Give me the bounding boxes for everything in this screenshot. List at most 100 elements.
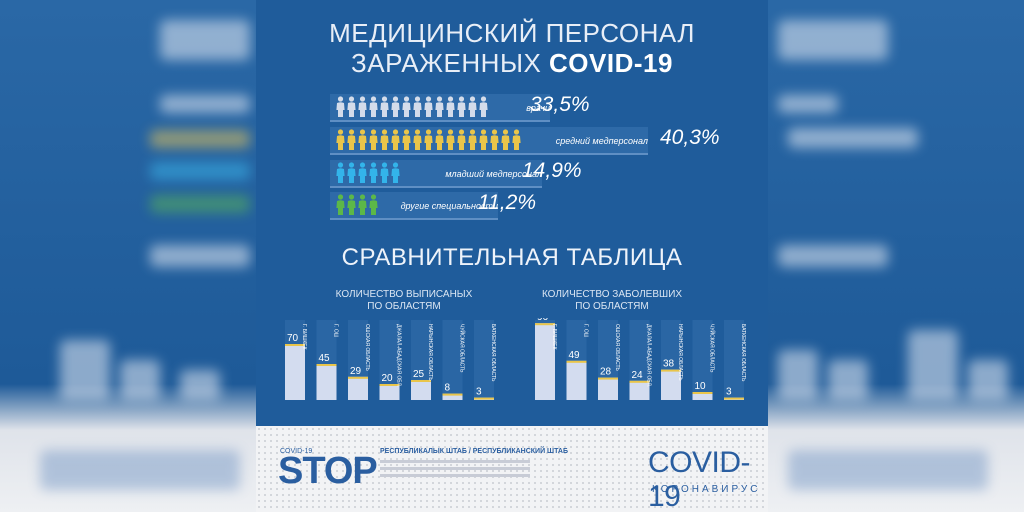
- person-icon: [501, 129, 510, 150]
- stop-logo-text: STOP: [278, 450, 378, 492]
- hq-text-lines: [380, 460, 530, 481]
- bar: [661, 369, 681, 400]
- person-icon: [468, 96, 477, 117]
- stop-logo: COVID-19 STOP: [278, 448, 378, 493]
- staff-icons: [336, 96, 488, 118]
- category-label: БАТКЕНСКАЯ ОБЛАСТЬ: [490, 324, 496, 382]
- bar-value-label: 3: [476, 387, 482, 398]
- category-label: НАРЫНСКАЯ ОБЛАСТЬ: [427, 324, 433, 381]
- bar: [348, 376, 368, 400]
- staff-icons: [336, 194, 378, 216]
- page-title: МЕДИЦИНСКИЙ ПЕРСОНАЛ ЗАРАЖЕННЫХ COVID-19: [256, 18, 768, 78]
- category-label: НАРЫНСКАЯ ОБЛАСТЬ: [677, 324, 683, 381]
- person-icon: [369, 194, 378, 215]
- person-icon: [380, 162, 389, 183]
- bar-accent: [724, 397, 744, 400]
- bar-value-label: 24: [632, 370, 644, 381]
- category-label: ЧУЙСКАЯ ОБЛАСТЬ: [709, 324, 717, 373]
- footer: COVID-19 STOP РЕСПУБЛИКАЛЫК ШТАБ / РЕСПУ…: [256, 426, 768, 512]
- bar-accent: [692, 392, 713, 394]
- person-icon: [358, 96, 367, 117]
- person-icon: [512, 129, 521, 150]
- category-label: Г. БИШКЕК: [551, 324, 557, 350]
- stop-small: COVID-19: [280, 448, 313, 455]
- person-icon: [435, 129, 444, 150]
- bar-accent: [474, 397, 494, 400]
- category-label: ОШСКАЯ ОБЛАСТЬ: [364, 324, 370, 372]
- bar-accent: [411, 380, 431, 382]
- category-label: БАТКЕНСКАЯ ОБЛАСТЬ: [740, 324, 746, 382]
- bar-value-label: 45: [319, 353, 331, 364]
- person-icon: [369, 162, 378, 183]
- person-icon: [369, 96, 378, 117]
- staff-bar: [330, 192, 498, 220]
- bar: [379, 384, 400, 400]
- backdrop-right: [768, 0, 1024, 512]
- covid-subtitle: КОРОНАВИРУС: [652, 484, 761, 495]
- title-bold: COVID-19: [549, 48, 673, 78]
- bar-value-label: 10: [695, 381, 707, 392]
- person-icon: [446, 96, 455, 117]
- person-icon: [446, 129, 455, 150]
- bar: [442, 393, 463, 400]
- bar-value-label: 38: [663, 359, 675, 370]
- chart-title-infected: КОЛИЧЕСТВО ЗАБОЛЕВШИХ ПО ОБЛАСТЯМ: [541, 289, 683, 312]
- bar-accent: [348, 376, 368, 379]
- staff-label: средний медперсонал: [555, 136, 648, 146]
- bar: [535, 323, 555, 400]
- title-line-2: ЗАРАЖЕННЫХ COVID-19: [256, 48, 768, 78]
- person-icon: [468, 129, 477, 150]
- person-icon: [424, 129, 433, 150]
- bar-value-label: 70: [287, 333, 299, 344]
- bar: [629, 380, 650, 400]
- person-icon: [380, 129, 389, 150]
- person-icon: [413, 96, 422, 117]
- bar: [316, 364, 337, 400]
- person-icon: [358, 129, 367, 150]
- bar: [566, 360, 587, 400]
- person-icon: [402, 96, 411, 117]
- person-icon: [358, 162, 367, 183]
- person-icon: [435, 96, 444, 117]
- bar-accent: [379, 384, 400, 386]
- bar-accent: [598, 377, 618, 380]
- staff-percent: 33,5%: [530, 93, 590, 116]
- category-label: ЧУЙСКАЯ ОБЛАСТЬ: [459, 324, 467, 373]
- category-label: ДЖАЛАЛ-АБАДСКАЯ ОБЛ.: [646, 324, 652, 387]
- person-icon: [336, 162, 345, 183]
- staff-percent: 11,2%: [478, 191, 536, 214]
- person-icon: [391, 96, 400, 117]
- bar-value-label: 96: [537, 318, 549, 323]
- bar-value-label: 8: [445, 383, 451, 394]
- bar-accent: [535, 323, 555, 326]
- bar-column: [724, 320, 744, 400]
- category-label: ОШСКАЯ ОБЛАСТЬ: [614, 324, 620, 372]
- person-icon: [490, 129, 499, 150]
- person-icon: [402, 129, 411, 150]
- person-icon: [479, 129, 488, 150]
- covid-title: COVID-19: [648, 446, 751, 512]
- staff-icons: [336, 129, 521, 151]
- bar-column: [474, 320, 494, 400]
- bar-value-label: 28: [600, 367, 612, 378]
- person-icon: [347, 129, 356, 150]
- bar-accent: [661, 369, 681, 372]
- category-label: Г. ОШ: [583, 324, 589, 338]
- person-icon: [413, 129, 422, 150]
- person-icon: [457, 96, 466, 117]
- person-icon: [391, 162, 400, 183]
- bar-value-label: 20: [382, 373, 394, 384]
- person-icon: [479, 96, 488, 117]
- bar-accent: [566, 360, 587, 363]
- infographic-panel: МЕДИЦИНСКИЙ ПЕРСОНАЛ ЗАРАЖЕННЫХ COVID-19…: [256, 0, 768, 512]
- bar-value-label: 29: [350, 366, 362, 377]
- staff-label: другие специальности: [400, 201, 498, 211]
- hq-text: РЕСПУБЛИКАЛЫК ШТАБ / РЕСПУБЛИКАНСКИЙ ШТА…: [380, 448, 569, 455]
- bar-column: [629, 320, 650, 400]
- bar: [692, 392, 713, 400]
- bar-value-label: 25: [413, 369, 425, 380]
- person-icon: [336, 129, 345, 150]
- bar-column: [442, 320, 463, 400]
- comparison-title: СРАВНИТЕЛЬНАЯ ТАБЛИЦА: [341, 244, 683, 271]
